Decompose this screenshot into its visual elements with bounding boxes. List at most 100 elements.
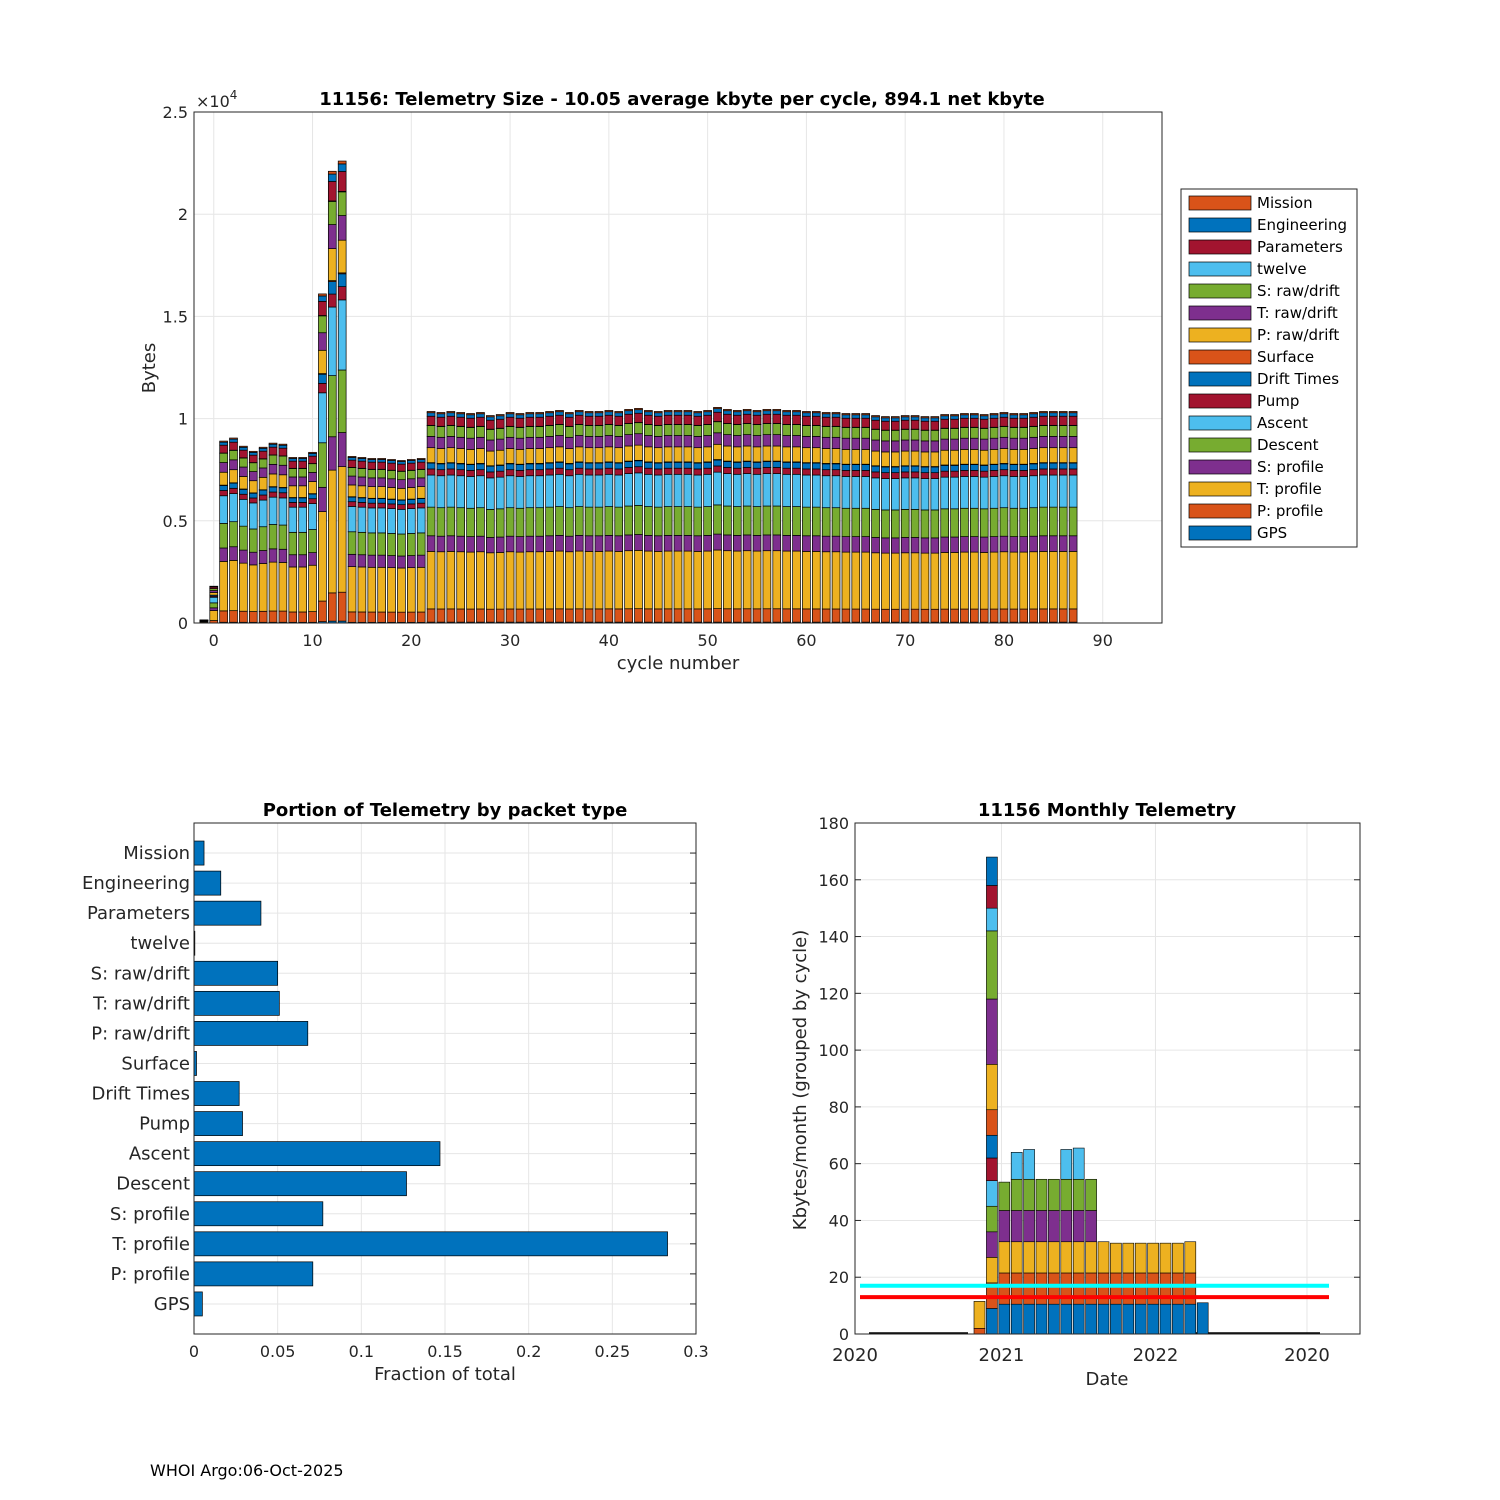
c2-xtick-label: 0.2 xyxy=(516,1342,541,1361)
c1-bar-segment xyxy=(871,416,880,421)
c1-bar-segment xyxy=(930,608,940,623)
c1-bar-segment xyxy=(357,502,367,508)
c1-bar-segment xyxy=(258,610,268,623)
c1-bar-segment xyxy=(446,425,456,437)
c1-bar-segment xyxy=(999,413,1009,418)
c1-bar-segment xyxy=(298,485,307,498)
c1-bar-segment xyxy=(347,484,357,498)
c1-bar-segment xyxy=(1019,414,1029,419)
c3-bar-segment xyxy=(1060,1178,1073,1211)
c1-bar-segment xyxy=(337,286,347,301)
c1-bar-segment xyxy=(999,475,1009,509)
c1-bar-segment xyxy=(683,473,693,507)
c1-bar-segment xyxy=(466,476,475,509)
c1-bar-segment xyxy=(604,435,614,448)
c3-bar-segment xyxy=(1023,1272,1035,1305)
c1-bar-segment xyxy=(900,419,910,430)
c1-bar-segment xyxy=(871,537,880,554)
c1-bar-segment xyxy=(397,460,406,462)
c1-bar-segment xyxy=(742,434,752,447)
c1-bar-segment xyxy=(881,416,890,419)
c1-bar-segment xyxy=(653,411,663,414)
c1-bar-segment xyxy=(357,531,367,556)
c1-bar-segment xyxy=(999,412,1009,415)
c1-bar-segment xyxy=(683,550,693,610)
c1-bar-segment xyxy=(337,369,347,433)
c1-bar-segment xyxy=(436,475,446,509)
c1-bar-segment xyxy=(584,447,594,464)
c1-bar-segment xyxy=(614,608,624,623)
c1-bar-segment xyxy=(742,534,752,552)
c1-legend-swatch xyxy=(1188,393,1252,409)
c1-bar-segment xyxy=(258,447,268,452)
c1-bar-segment xyxy=(970,608,979,623)
c1-bar-segment xyxy=(891,472,900,479)
c1-bar-segment xyxy=(298,502,307,508)
c1-bar-segment xyxy=(989,417,999,428)
c1-bar-segment xyxy=(436,426,446,438)
c1-bar-segment xyxy=(219,485,228,491)
c1-ylabel: Bytes xyxy=(139,343,160,394)
c1-bar-segment xyxy=(1029,413,1038,418)
c1-bar-segment xyxy=(436,416,446,427)
c1-bar-segment xyxy=(960,437,969,450)
c1-bar-segment xyxy=(1068,411,1078,414)
c1-bar-segment xyxy=(239,449,248,459)
c3-bar-segment xyxy=(1048,1241,1060,1274)
c1-bar-segment xyxy=(574,473,584,507)
c1-bar-segment xyxy=(436,413,446,418)
c1-bar-segment xyxy=(535,416,545,427)
c1-bar-segment xyxy=(1029,463,1038,471)
c1-bar-segment xyxy=(802,412,811,417)
c1-bar-segment xyxy=(811,608,821,623)
c1-bar-segment xyxy=(900,416,910,421)
c1-bar-segment xyxy=(792,473,801,507)
c1-bar-segment xyxy=(574,410,584,413)
c1-bar-segment xyxy=(486,439,495,452)
c2-bar xyxy=(193,1201,324,1227)
c1-bar-segment xyxy=(387,611,396,623)
c1-bar-segment xyxy=(930,552,940,610)
c1-bar-segment xyxy=(979,508,989,538)
c1-bar-segment xyxy=(555,535,564,552)
c1-bar-segment xyxy=(970,427,979,439)
c3-bar-segment xyxy=(986,1180,998,1207)
c1-bar-segment xyxy=(644,535,653,552)
c3-bar-segment xyxy=(1060,1241,1073,1274)
c1-bar-segment xyxy=(387,533,396,556)
c1-bar-segment xyxy=(298,554,307,568)
c1-xtick-label: 0 xyxy=(209,631,219,650)
c1-bar-segment xyxy=(347,459,357,468)
c1-bar-segment xyxy=(239,476,248,490)
c1-bar-segment xyxy=(910,477,920,510)
c1-bar-segment xyxy=(881,478,890,511)
c3-bar-segment xyxy=(1048,1303,1060,1335)
c1-ytick-label: 1 xyxy=(178,410,188,429)
c1-bar-segment xyxy=(900,450,910,467)
c3-bar-segment xyxy=(1048,1210,1060,1243)
c1-bar-segment xyxy=(831,608,841,623)
c1-bar-segment xyxy=(357,554,367,568)
c1-bar-segment xyxy=(604,446,614,463)
c3-bar-segment xyxy=(1159,1303,1172,1335)
c1-bar-segment xyxy=(802,436,811,449)
c3-bar-segment xyxy=(973,1328,986,1335)
c1-bar-segment xyxy=(268,446,278,456)
c1-bar-segment xyxy=(644,467,653,475)
c3-bar-segment xyxy=(1023,1149,1035,1180)
c1-bar-segment xyxy=(357,460,367,469)
c1-bar-segment xyxy=(495,418,505,429)
c1-bar-segment xyxy=(1019,470,1029,477)
c1-bar-segment xyxy=(476,416,485,427)
c1-bar-segment xyxy=(841,536,851,553)
c1-ticks: 0 10 20 30 40 50 60 70 80 90 0 0.5 1 1.5 2 2.5 xyxy=(163,103,1113,650)
c1-xtick-label: 40 xyxy=(599,631,619,650)
c1-bar-segment xyxy=(802,415,811,426)
c1-bar-segment xyxy=(288,468,298,478)
c1-bar-segment xyxy=(653,468,663,476)
c1-bar-segment xyxy=(574,411,584,416)
c1-bar-segment xyxy=(1029,475,1038,509)
c1-bar-segment xyxy=(288,458,298,462)
c1-bar-segment xyxy=(377,611,386,623)
c1-bar-segment xyxy=(802,551,811,610)
